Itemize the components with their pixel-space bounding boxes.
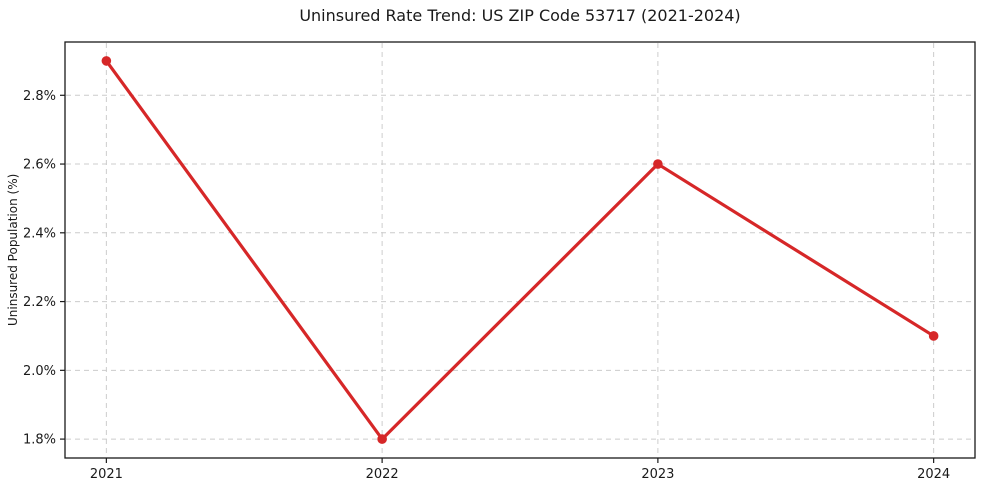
data-point-2022 (377, 434, 387, 444)
data-point-2021 (101, 56, 112, 66)
y-tick-label: 2.2% (23, 295, 56, 310)
y-tick-label: 1.8% (23, 433, 56, 448)
y-tick-label: 2.8% (23, 89, 56, 104)
plot-frame (64, 41, 976, 459)
y-tick-label: 2.6% (23, 158, 56, 173)
trend-line (104, 59, 936, 441)
data-point-2023 (653, 159, 663, 169)
y-tick-label: 2.0% (23, 364, 56, 379)
y-tick-label: 2.4% (23, 226, 56, 241)
x-tick-label: 2021 (90, 467, 123, 482)
x-tick-label: 2023 (641, 467, 674, 482)
chart-title: Uninsured Rate Trend: US ZIP Code 53717 … (299, 6, 741, 25)
x-tick-label: 2024 (917, 467, 950, 482)
x-tick-label: 2022 (366, 467, 399, 482)
data-point-2024 (928, 331, 939, 341)
